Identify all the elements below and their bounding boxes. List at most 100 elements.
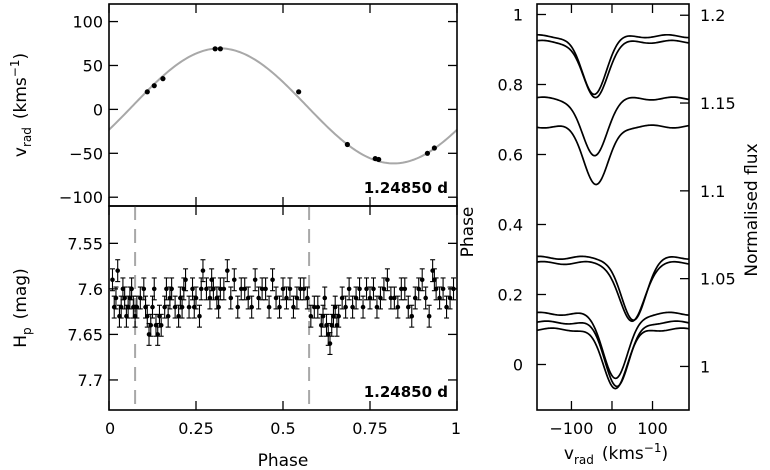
phot-point	[298, 286, 303, 292]
phot-point	[287, 286, 293, 292]
phot-point	[322, 295, 328, 301]
line-profile	[536, 255, 690, 322]
phot-point	[266, 304, 272, 310]
line-profile	[536, 124, 690, 186]
phot-y-tick-label: 7.7	[78, 371, 103, 390]
phot-point	[315, 304, 321, 310]
phot-point	[111, 304, 117, 310]
phot-points	[109, 259, 457, 355]
phot-point	[110, 277, 115, 283]
phot-point	[385, 277, 390, 283]
profiles-frame	[536, 3, 690, 411]
phot-point	[332, 304, 338, 310]
phot-point	[263, 286, 268, 292]
phot-point	[423, 295, 428, 301]
phot-point	[353, 295, 359, 301]
phot-point	[336, 313, 341, 319]
rv-point	[296, 89, 302, 95]
rv-model-curve	[108, 47, 458, 165]
rv-y-tick-label: −100	[59, 188, 103, 207]
phot-point	[134, 304, 140, 310]
phot-point	[204, 286, 209, 292]
phot-point	[392, 295, 397, 301]
phot-point	[334, 323, 340, 328]
rv-period-label: 1.24850 d	[364, 179, 448, 197]
phot-point	[207, 295, 213, 301]
phot-x-ticks: 0 0.25 0.5 0.75 1	[105, 206, 461, 438]
velocity-x-tick-label: 100	[637, 419, 668, 438]
phot-point	[214, 295, 220, 301]
phot-point	[327, 341, 333, 346]
phot-point	[167, 295, 173, 301]
phot-point	[430, 268, 435, 273]
rv-y-tick-label: −50	[69, 144, 103, 163]
phot-point	[301, 286, 307, 292]
rv-y-axis-label: vrad(kms−1)	[8, 53, 34, 157]
phot-point	[324, 323, 329, 328]
phot-point	[200, 268, 206, 273]
phot-point	[270, 277, 275, 283]
phot-point	[186, 304, 192, 310]
phot-point	[312, 304, 317, 310]
line-profile	[536, 311, 690, 380]
phot-point	[399, 286, 404, 292]
phot-point	[238, 286, 244, 292]
flux-y-tick-label: 1.15	[700, 94, 736, 113]
phot-point	[284, 295, 289, 301]
phot-point	[364, 286, 369, 292]
phase-y-tick-label: 0.8	[498, 76, 523, 95]
rv-y-tick-label: 50	[83, 56, 103, 75]
phot-point	[325, 332, 331, 337]
profile-lines	[536, 33, 690, 390]
phot-point	[146, 332, 152, 337]
phot-point	[433, 286, 439, 292]
phot-point	[151, 286, 157, 292]
phot-point	[183, 277, 188, 283]
phot-point	[444, 304, 449, 310]
rv-points	[144, 46, 437, 163]
rv-point	[217, 46, 223, 52]
phot-point	[157, 313, 162, 319]
phot-point	[305, 295, 310, 301]
phot-point	[426, 313, 432, 319]
phot-point	[409, 313, 415, 319]
phot-point	[432, 277, 437, 283]
phot-point	[169, 286, 174, 292]
flux-y-ticks: 1 1.05 1.1 1.15 1.2	[680, 6, 736, 376]
phot-point	[179, 304, 185, 310]
phot-point	[164, 286, 169, 292]
phot-point	[162, 304, 167, 310]
phot-point	[371, 286, 376, 292]
phot-point	[245, 295, 251, 301]
rv-point	[424, 150, 431, 156]
phot-point	[329, 323, 335, 328]
phot-point	[259, 286, 265, 292]
phot-point	[252, 277, 258, 283]
phot-frame	[108, 205, 458, 411]
rv-y-tick-label: 100	[72, 13, 103, 32]
line-profile	[536, 320, 690, 388]
phot-point	[178, 295, 183, 301]
phot-point	[141, 286, 147, 292]
phot-x-tick-label: 0.5	[270, 419, 295, 438]
phot-point	[291, 304, 296, 310]
phase-y-ticks: 0 0.2 0.4 0.6 0.8 1	[498, 6, 546, 375]
flux-y-tick-label: 1.05	[700, 270, 736, 289]
phot-point	[155, 332, 161, 337]
phot-point	[395, 304, 401, 310]
phot-point	[131, 304, 136, 310]
rv-point	[376, 156, 382, 163]
phot-point	[120, 286, 126, 292]
phot-point	[172, 304, 178, 310]
velocity-x-tick-label: −100	[549, 419, 593, 438]
rv-point	[144, 89, 150, 95]
phot-point	[150, 304, 155, 310]
phase-markers	[134, 206, 311, 410]
phot-point	[350, 304, 355, 310]
rv-point	[151, 83, 157, 89]
phot-period-label: 1.24850 d	[364, 383, 448, 401]
phot-point	[320, 313, 326, 319]
velocity-x-ticks: −100 0 100	[549, 4, 668, 438]
phot-point	[416, 286, 422, 292]
phot-point	[374, 304, 380, 310]
